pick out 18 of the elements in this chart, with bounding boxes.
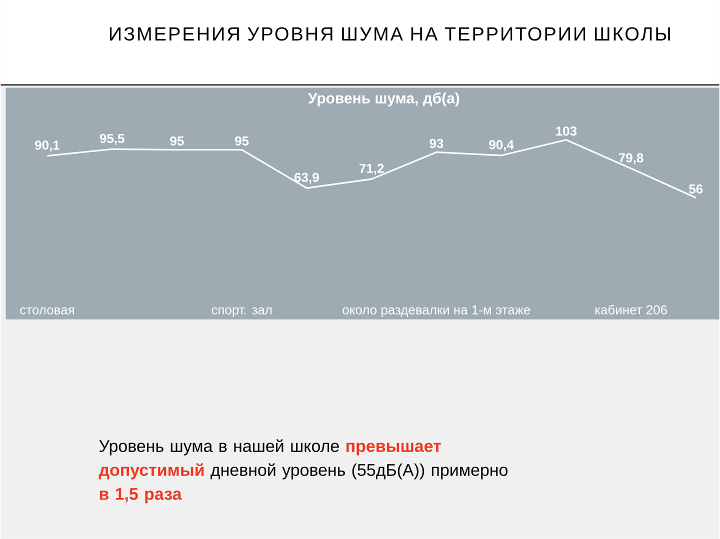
text: Уровень шума в нашей школе превышает допустимый дневной уровень (55дБ(А)) примерно в 1,5 раза bbox=[98, 439, 508, 504]
data-label: 95 bbox=[235, 136, 249, 146]
data-label: 63,9 bbox=[294, 172, 319, 184]
data-label: 95,5 bbox=[100, 134, 124, 146]
chart-subtitle: Уровень шума, дб(а) bbox=[308, 92, 460, 106]
data-label: 79,8 bbox=[618, 153, 644, 164]
data-label: 93 bbox=[430, 138, 444, 148]
x-tick-label: около раздевалки на 1-м этаже bbox=[342, 305, 530, 318]
x-tick-label: спорт. зал bbox=[212, 307, 272, 318]
data-label: 90,1 bbox=[35, 140, 60, 152]
chart-title: ИЗМЕРЕНИЯ УРОВНЯ ШУМА НА ТЕРРИТОРИИ ШКОЛЫ bbox=[110, 27, 670, 41]
data-label: 95 bbox=[170, 136, 184, 146]
data-label: 90,4 bbox=[489, 140, 514, 152]
x-tick-label: столовая bbox=[20, 307, 74, 315]
data-label: 56 bbox=[689, 184, 703, 194]
x-tick-label: кабинет 206 bbox=[595, 304, 667, 315]
data-label: 71,2 bbox=[360, 164, 384, 175]
data-label: 103 bbox=[556, 126, 577, 136]
